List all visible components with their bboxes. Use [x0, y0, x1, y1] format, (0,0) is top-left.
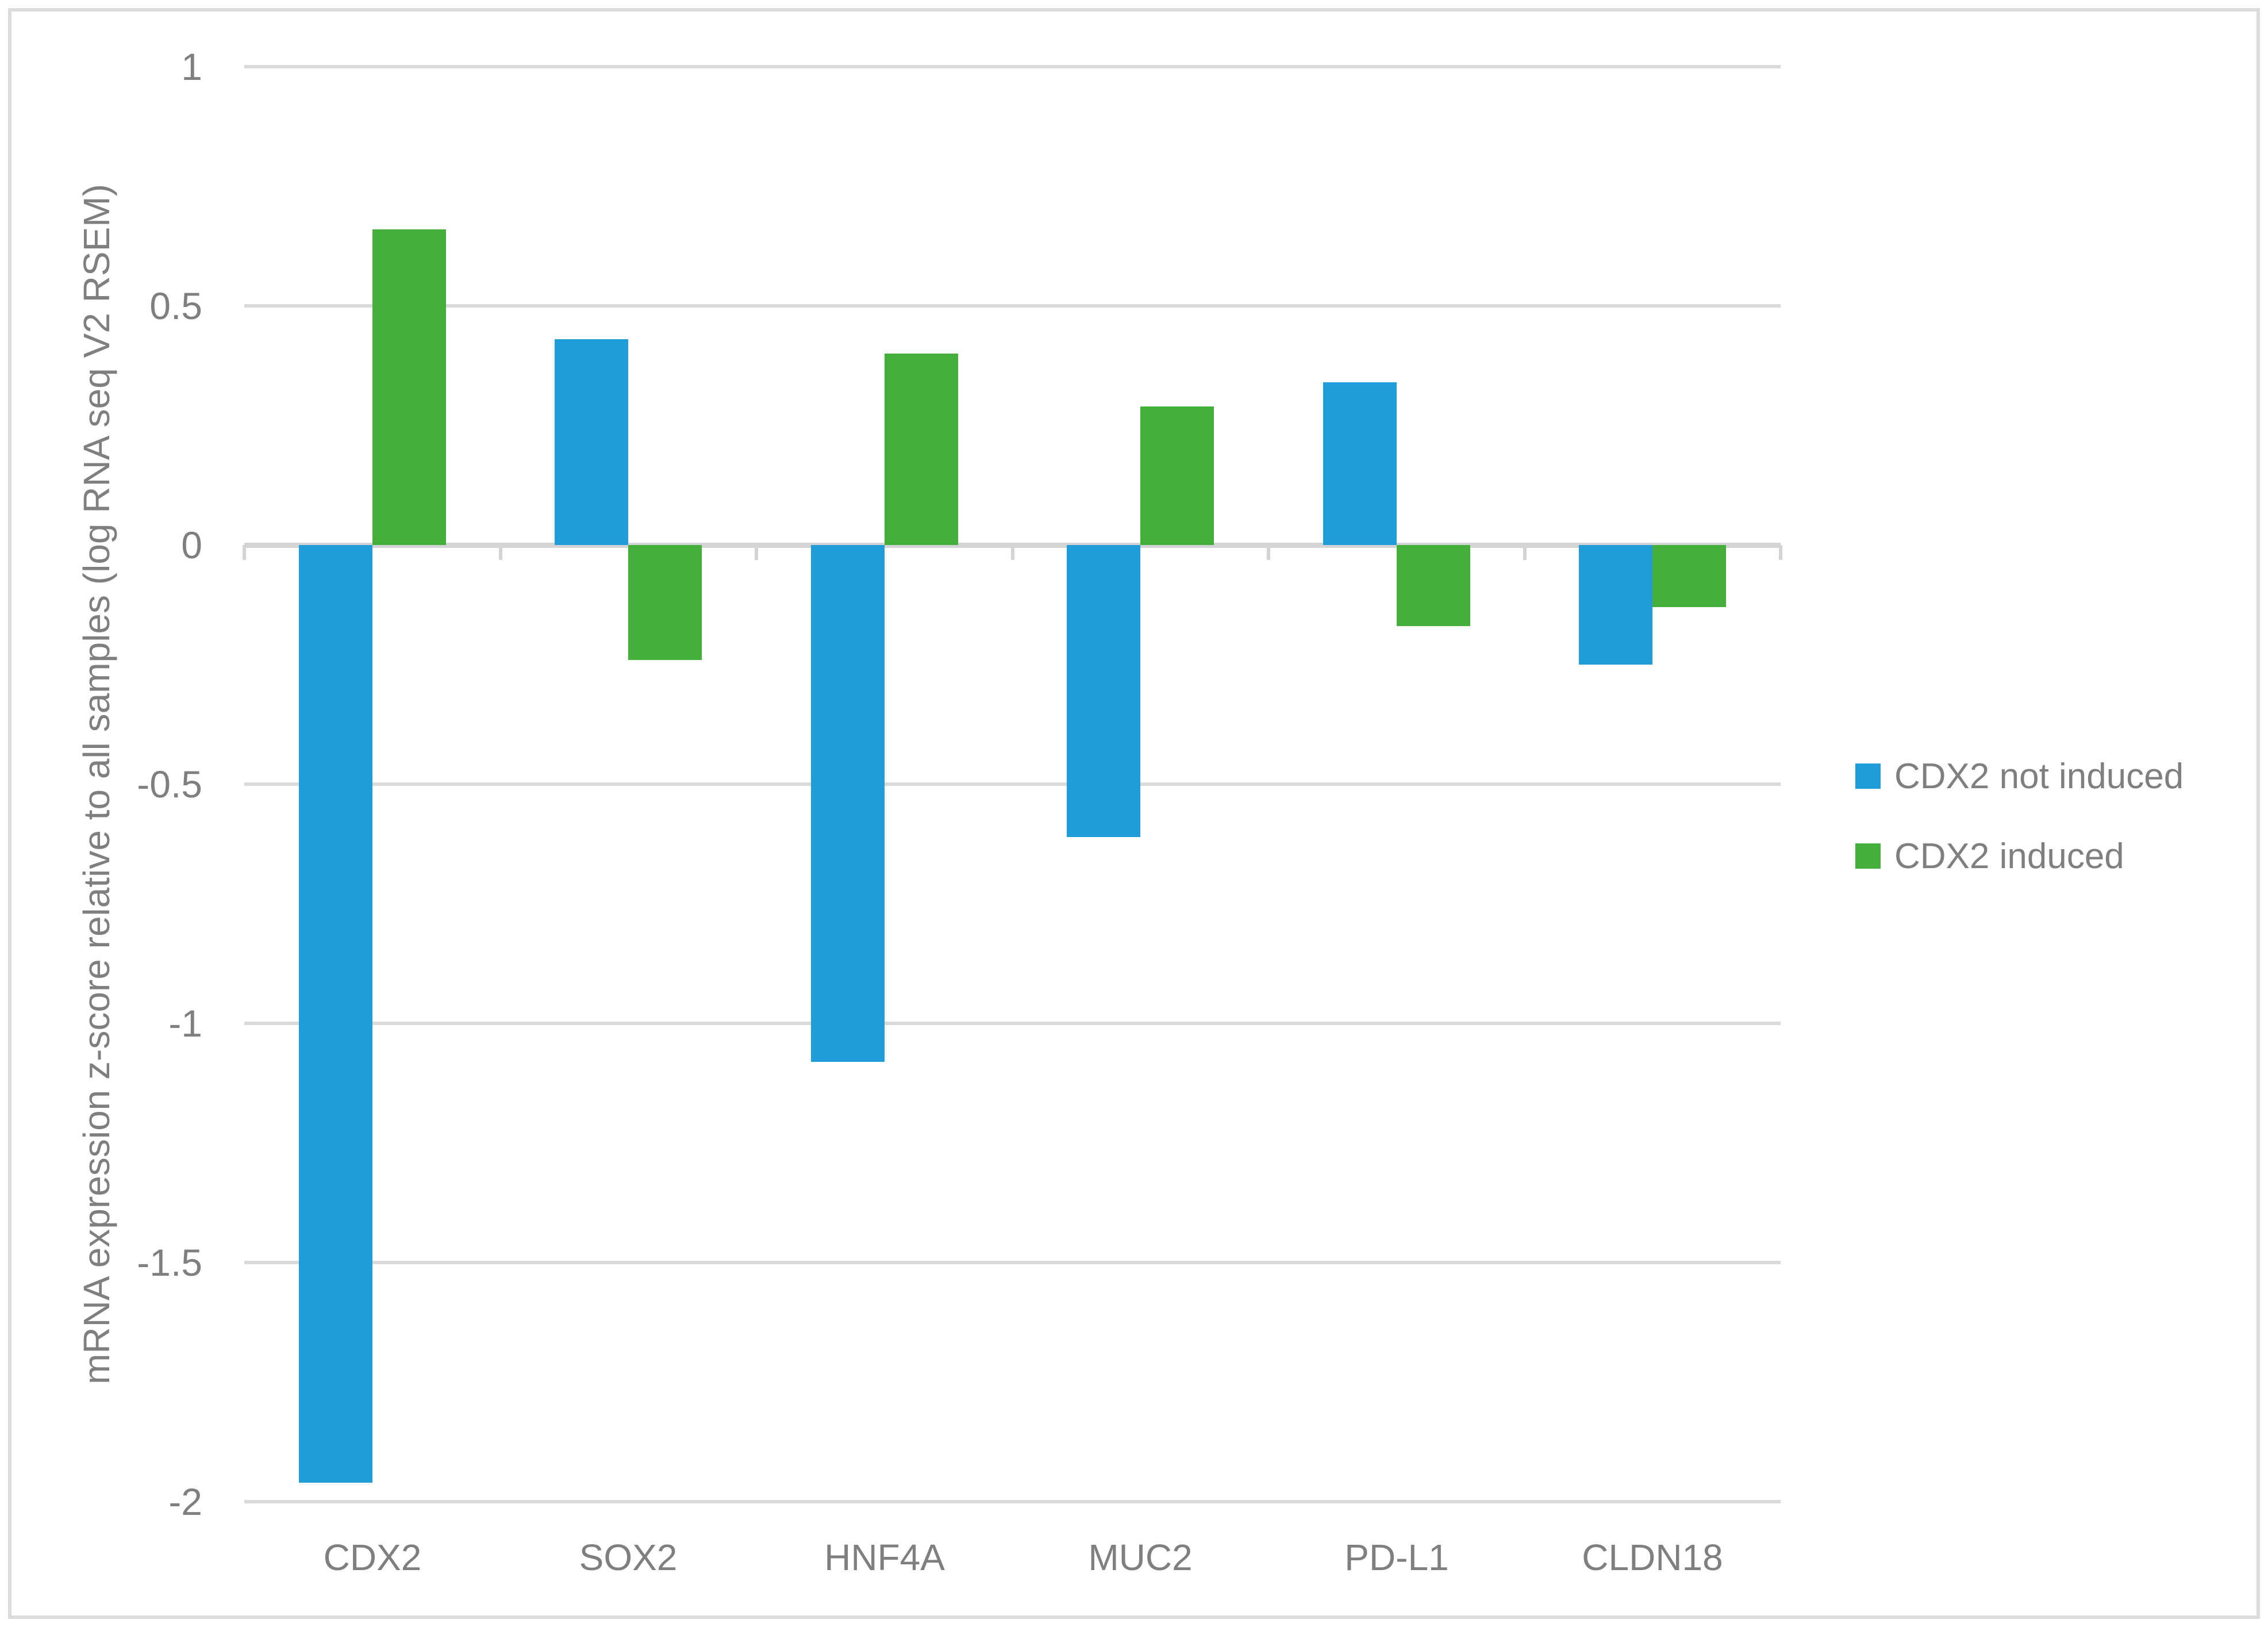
- gridline: [244, 65, 1781, 68]
- bar: [1323, 382, 1397, 545]
- x-category-label: MUC2: [1088, 1537, 1193, 1578]
- x-axis-tick: [1267, 545, 1270, 560]
- y-tick-label: -2: [168, 1480, 202, 1523]
- legend: CDX2 not induced CDX2 induced: [1855, 757, 2184, 923]
- x-category-label: SOX2: [579, 1537, 678, 1578]
- y-tick-label: 0: [181, 524, 202, 566]
- x-axis-tick: [1523, 545, 1527, 560]
- bar: [1067, 545, 1140, 837]
- x-axis-tick: [1779, 545, 1782, 560]
- x-category-label: PD-L1: [1344, 1537, 1449, 1578]
- bar: [885, 354, 958, 545]
- y-tick-label: 0.5: [149, 285, 202, 327]
- gridline: [244, 304, 1781, 308]
- bar: [299, 545, 372, 1483]
- x-axis-tick: [755, 545, 758, 560]
- gridline: [244, 1022, 1781, 1025]
- x-category-label: CLDN18: [1582, 1537, 1723, 1578]
- x-axis-tick: [243, 545, 246, 560]
- bar: [811, 545, 885, 1062]
- gridline: [244, 1261, 1781, 1264]
- y-tick-label: -1: [168, 1002, 202, 1045]
- bar: [1397, 545, 1470, 626]
- gridline: [244, 782, 1781, 786]
- y-tick-label: -1.5: [137, 1241, 202, 1284]
- bar: [555, 339, 628, 545]
- bar: [372, 229, 446, 545]
- x-axis-tick: [1011, 545, 1014, 560]
- bar: [628, 545, 702, 660]
- legend-item: CDX2 not induced: [1855, 757, 2184, 796]
- gridline: [244, 1500, 1781, 1503]
- legend-label: CDX2 induced: [1894, 836, 2124, 876]
- legend-item: CDX2 induced: [1855, 836, 2184, 876]
- y-tick-label: 1: [181, 45, 202, 88]
- legend-swatch: [1855, 763, 1881, 789]
- x-category-label: HNF4A: [824, 1537, 945, 1578]
- x-axis-tick: [499, 545, 502, 560]
- legend-label: CDX2 not induced: [1894, 756, 2184, 796]
- y-tick-label: -0.5: [137, 763, 202, 805]
- bar: [1579, 545, 1652, 665]
- legend-swatch: [1855, 843, 1881, 869]
- bar: [1140, 406, 1214, 545]
- x-category-label: CDX2: [323, 1537, 422, 1578]
- bar: [1652, 545, 1726, 607]
